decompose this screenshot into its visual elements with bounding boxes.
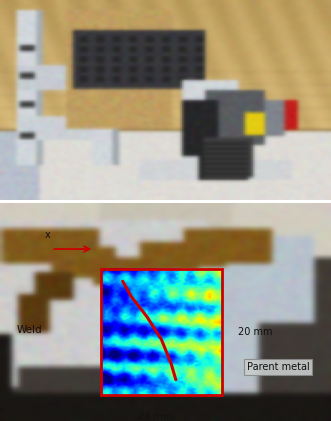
Text: 24 mm: 24 mm	[138, 412, 172, 421]
Text: 20 mm: 20 mm	[238, 327, 273, 337]
Text: Parent metal: Parent metal	[247, 362, 309, 372]
Text: y: y	[196, 420, 202, 421]
Text: x: x	[45, 230, 51, 240]
Text: Weld: Weld	[17, 325, 42, 335]
Bar	[101, 269, 222, 395]
